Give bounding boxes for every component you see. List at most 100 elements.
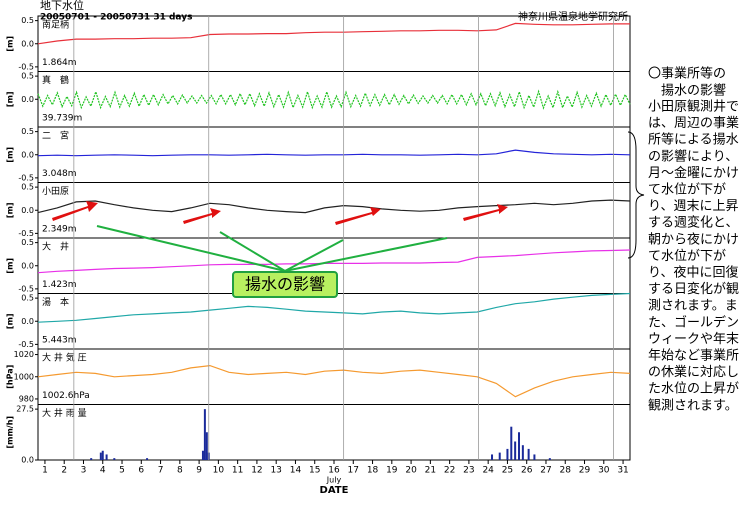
- series-line: [37, 89, 631, 110]
- series-line: [37, 199, 631, 214]
- x-tick-label: 23: [463, 466, 474, 476]
- x-tick-label: 27: [540, 466, 551, 476]
- series-line: [37, 149, 631, 157]
- y-tick-label: -0.5: [18, 340, 34, 349]
- y-tick-label: 0.0: [21, 150, 34, 159]
- panel-frame: [37, 348, 631, 405]
- panel-frame: [37, 404, 631, 461]
- panel-frame: [37, 182, 631, 239]
- bar: [514, 441, 517, 460]
- sidebar-line: 年始など事業所: [648, 348, 739, 364]
- sidebar-line: 観測されます。: [648, 398, 738, 413]
- x-tick-label: 18: [367, 466, 379, 476]
- sidebar-line: た、ゴールデン: [648, 314, 739, 330]
- y-tick-label: 27.5: [16, 405, 34, 414]
- y-tick-label: 1000: [14, 372, 34, 381]
- level-label: 1002.6hPa: [42, 391, 90, 401]
- unit-label: [m]: [6, 202, 15, 218]
- series-line: [37, 364, 631, 398]
- bar: [527, 448, 530, 460]
- y-tick-label: 0.5: [21, 238, 34, 247]
- station-name: 湯 本: [42, 296, 69, 308]
- unit-label: [m]: [6, 91, 15, 107]
- x-tick-label: 25: [502, 466, 513, 476]
- bar: [203, 409, 206, 460]
- station-name: 大 井: [42, 241, 69, 253]
- panel-frame: [37, 293, 631, 350]
- sidebar-line: り、週末に上昇: [648, 199, 738, 214]
- x-tick-label: 17: [348, 466, 359, 476]
- x-tick-label: 16: [328, 466, 340, 476]
- level-label: 5.443m: [42, 336, 77, 346]
- y-tick-label: 0.5: [21, 294, 34, 303]
- y-tick-label: 0.0: [21, 95, 34, 104]
- bar: [518, 432, 520, 460]
- sidebar-heading: 揚水の影響: [661, 83, 726, 99]
- sidebar-line: の休業に対応し: [648, 364, 739, 380]
- bar: [146, 458, 149, 460]
- y-tick-label: -0.5: [18, 62, 34, 71]
- x-tick-label: 8: [177, 466, 183, 476]
- bar: [205, 432, 208, 460]
- x-tick-label: 21: [425, 466, 436, 476]
- station-name: 二 宮: [42, 130, 69, 142]
- y-tick-label: -0.5: [18, 284, 34, 293]
- x-axis-title: DATE: [320, 485, 349, 496]
- sidebar-line: は、周辺の事業: [648, 115, 739, 131]
- series-line: [37, 292, 631, 323]
- x-tick-label: 2: [61, 466, 67, 476]
- x-tick-label: 30: [598, 466, 610, 476]
- level-label: 3.048m: [42, 169, 77, 179]
- x-tick-label: 10: [213, 466, 225, 476]
- unit-label: [hPa]: [6, 365, 15, 389]
- series-line: [37, 22, 630, 45]
- bar: [101, 450, 104, 460]
- unit-label: [m]: [6, 313, 15, 329]
- bar: [113, 458, 116, 460]
- x-tick-label: 4: [100, 466, 106, 476]
- x-tick-label: 24: [482, 466, 494, 476]
- bar: [491, 454, 494, 460]
- period: 20050701 - 20050731 31 days: [40, 13, 192, 23]
- level-label: 2.349m: [42, 225, 77, 235]
- sidebar-line: 月～金曜にかけ: [648, 165, 739, 181]
- station-name: 南足柄: [42, 19, 69, 31]
- bar: [548, 458, 551, 460]
- chart-title: 地下水位: [40, 0, 84, 12]
- y-tick-label: -0.5: [18, 229, 34, 238]
- x-tick-label: 15: [309, 466, 320, 476]
- sidebar-line: 小田原観測井で: [648, 100, 739, 115]
- bar: [506, 448, 509, 460]
- month-label: July: [326, 476, 342, 485]
- sidebar-line: ウィークや年末: [648, 332, 739, 347]
- unit-label: [m]: [6, 258, 15, 274]
- sidebar-line: の影響により、: [648, 148, 738, 164]
- bar: [533, 454, 536, 460]
- bar: [498, 452, 501, 460]
- x-tick-label: 12: [251, 466, 262, 476]
- bar: [521, 445, 524, 460]
- unit-label: [m]: [6, 147, 15, 163]
- y-tick-label: 0.0: [21, 206, 34, 215]
- x-tick-label: 7: [158, 466, 164, 476]
- annotations: 揚水の影響: [52, 131, 645, 298]
- y-tick-label: 0.0: [21, 456, 34, 465]
- x-tick-label: 11: [232, 466, 243, 476]
- x-tick-label: 20: [405, 466, 417, 476]
- x-tick-label: 28: [560, 466, 572, 476]
- level-label: 39.739m: [42, 114, 82, 124]
- sidebar-line: り、夜中に回復: [648, 265, 738, 281]
- x-tick-label: 3: [81, 466, 87, 476]
- plot: 0.5 0.0 -0.5 [m] 南足柄 1.864m 0.5 0.0 [m] 真 鶴 39.739…: [6, 15, 631, 496]
- x-tick-label: 31: [617, 466, 628, 476]
- bar: [201, 450, 204, 460]
- bar: [105, 454, 108, 460]
- sidebar-line: する週変化と、: [648, 215, 738, 231]
- sidebar-heading: 〇事業所等の: [648, 66, 726, 82]
- x-tick-label: 13: [270, 466, 281, 476]
- y-tick-label: 0.0: [21, 261, 34, 270]
- sidebar-line: 所等による揚水: [648, 132, 739, 148]
- sidebar-line: 測されます。ま: [648, 299, 738, 314]
- y-tick-label: 0.5: [21, 127, 34, 136]
